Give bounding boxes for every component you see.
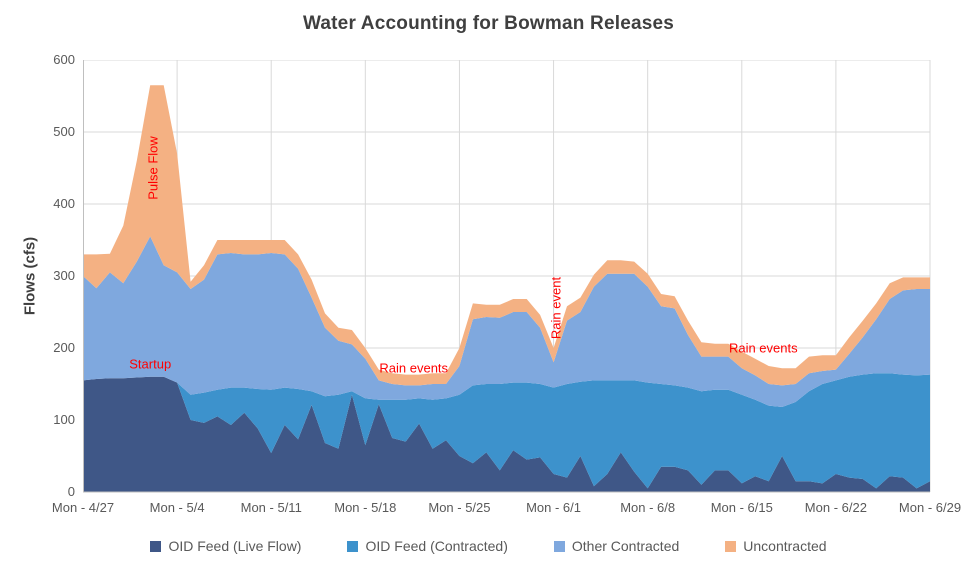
- annotation-label: Pulse Flow: [145, 136, 161, 200]
- annotation-label: Rain event: [548, 277, 564, 340]
- y-tick-label: 500: [53, 124, 75, 139]
- chart-title: Water Accounting for Bowman Releases: [302, 13, 675, 34]
- legend: OID Feed (Live Flow) OID Feed (Contracted…: [0, 538, 977, 554]
- area-uncontracted: [83, 85, 930, 386]
- annotation-label: Startup: [129, 356, 172, 372]
- x-tick-label: Mon - 5/11: [240, 500, 302, 515]
- legend-item: OID Feed (Contracted): [347, 538, 508, 554]
- legend-label: OID Feed (Contracted): [365, 538, 508, 554]
- x-tick-label: Mon - 4/27: [51, 500, 115, 515]
- y-tick-label: 600: [53, 52, 75, 67]
- legend-item: OID Feed (Live Flow): [150, 538, 301, 554]
- y-tick-label: 200: [53, 340, 75, 355]
- x-tick-label: Mon - 6/8: [620, 500, 676, 515]
- legend-label: OID Feed (Live Flow): [168, 538, 302, 554]
- legend-label: Uncontracted: [743, 538, 827, 554]
- y-tick-label: 400: [53, 196, 75, 211]
- annotation-label: Rain events: [728, 340, 798, 356]
- x-tick-label: Mon - 6/15: [710, 500, 773, 515]
- annotation-label: Rain events: [379, 360, 449, 376]
- stacked-area-plot: [83, 60, 931, 493]
- x-tick-label: Mon - 6/29: [898, 500, 962, 515]
- legend-swatch: [553, 540, 565, 552]
- area-other: [83, 236, 930, 407]
- legend-swatch: [725, 540, 737, 552]
- y-tick-label: 300: [53, 268, 75, 283]
- legend-item: Other Contracted: [553, 538, 680, 554]
- legend-swatch: [347, 540, 359, 552]
- x-tick-label: Mon - 5/4: [149, 500, 205, 515]
- y-tick-label: 100: [53, 412, 75, 427]
- legend-label: Other Contracted: [571, 538, 680, 554]
- y-tick-label: 0: [67, 484, 75, 499]
- x-tick-label: Mon - 6/1: [526, 500, 582, 515]
- legend-item: Uncontracted: [725, 538, 827, 554]
- x-tick-label: Mon - 5/18: [334, 500, 397, 515]
- x-tick-label: Mon - 5/25: [428, 500, 491, 515]
- area-contracted: [83, 373, 930, 489]
- x-tick-label: Mon - 6/22: [804, 500, 867, 515]
- legend-swatch: [150, 540, 162, 552]
- area-live: [83, 376, 930, 492]
